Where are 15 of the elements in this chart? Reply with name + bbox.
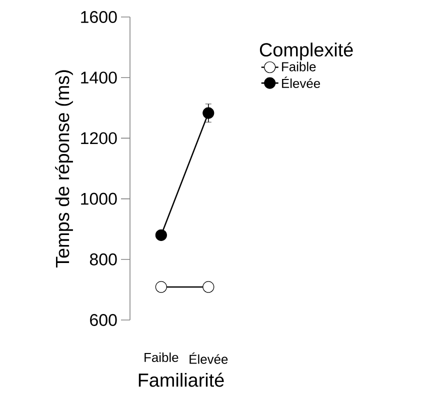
legend-label: Élevée (282, 76, 320, 88)
y-tick-label: 1200 (81, 132, 117, 144)
y-tick-label: 800 (90, 253, 117, 266)
legend-label: Faible (282, 62, 316, 72)
y-tick-label: 1000 (81, 192, 117, 205)
y-axis-title: Temps de réponse (ms) (55, 70, 73, 268)
y-tick-label: 600 (90, 314, 117, 326)
x-axis-title: Familiarité (138, 372, 224, 387)
y-tick-label: 1600 (81, 11, 117, 24)
point (202, 281, 214, 293)
y-tick-label: 1400 (81, 72, 117, 84)
legend-title: Complexité (260, 42, 353, 60)
point (202, 107, 214, 119)
point (155, 229, 167, 241)
point (155, 281, 167, 293)
